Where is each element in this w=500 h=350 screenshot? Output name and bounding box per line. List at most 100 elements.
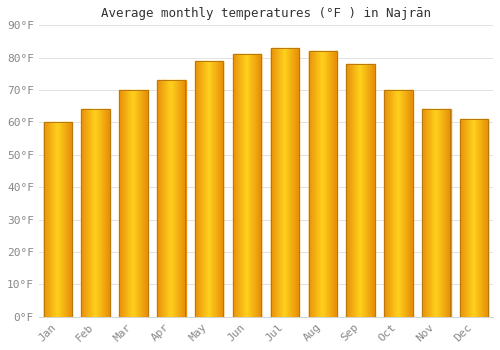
Bar [335,51,336,317]
Bar [172,80,173,317]
Bar [357,64,358,317]
Bar [65,122,66,317]
Bar [160,80,162,317]
Bar [178,80,179,317]
Bar [292,48,294,317]
Bar [308,51,337,317]
Bar [409,90,410,317]
Bar [217,61,218,317]
Bar [429,110,430,317]
Bar [165,80,166,317]
Bar [184,80,185,317]
Bar [365,64,366,317]
Bar [235,55,236,317]
Bar [314,51,315,317]
Bar [87,110,88,317]
Bar [404,90,405,317]
Bar [242,55,243,317]
Bar [233,55,234,317]
Bar [308,51,310,317]
Bar [322,51,324,317]
Bar [482,119,484,317]
Bar [198,61,200,317]
Bar [398,90,399,317]
Bar [270,48,299,317]
Bar [52,122,53,317]
Bar [460,119,462,317]
Bar [399,90,400,317]
Bar [346,64,347,317]
Bar [125,90,126,317]
Bar [179,80,180,317]
Bar [449,110,450,317]
Bar [325,51,326,317]
Bar [66,122,67,317]
Bar [68,122,69,317]
Bar [168,80,169,317]
Bar [44,122,45,317]
Bar [288,48,289,317]
Bar [239,55,240,317]
Bar [440,110,442,317]
Bar [282,48,283,317]
Bar [336,51,337,317]
Bar [423,110,424,317]
Bar [130,90,132,317]
Bar [157,80,158,317]
Bar [424,110,425,317]
Bar [142,90,144,317]
Bar [247,55,248,317]
Bar [402,90,404,317]
Bar [355,64,356,317]
Bar [163,80,164,317]
Bar [328,51,329,317]
Bar [195,61,224,317]
Bar [481,119,482,317]
Bar [320,51,322,317]
Bar [441,110,442,317]
Bar [67,122,68,317]
Bar [362,64,364,317]
Bar [147,90,148,317]
Bar [132,90,134,317]
Bar [124,90,125,317]
Bar [313,51,314,317]
Bar [254,55,255,317]
Bar [47,122,48,317]
Bar [463,119,464,317]
Bar [475,119,476,317]
Bar [436,110,437,317]
Bar [384,90,412,317]
Bar [89,110,90,317]
Bar [372,64,374,317]
Bar [470,119,472,317]
Bar [240,55,242,317]
Bar [465,119,466,317]
Bar [384,90,385,317]
Bar [105,110,106,317]
Bar [49,122,50,317]
Bar [53,122,54,317]
Bar [284,48,285,317]
Bar [315,51,316,317]
Bar [258,55,259,317]
Bar [397,90,398,317]
Bar [389,90,390,317]
Bar [279,48,280,317]
Bar [277,48,278,317]
Bar [422,110,423,317]
Bar [82,110,83,317]
Bar [390,90,392,317]
Bar [371,64,372,317]
Bar [346,64,375,317]
Bar [386,90,387,317]
Bar [411,90,412,317]
Bar [145,90,146,317]
Bar [181,80,182,317]
Bar [206,61,207,317]
Bar [327,51,328,317]
Bar [360,64,362,317]
Bar [408,90,409,317]
Bar [212,61,214,317]
Bar [466,119,467,317]
